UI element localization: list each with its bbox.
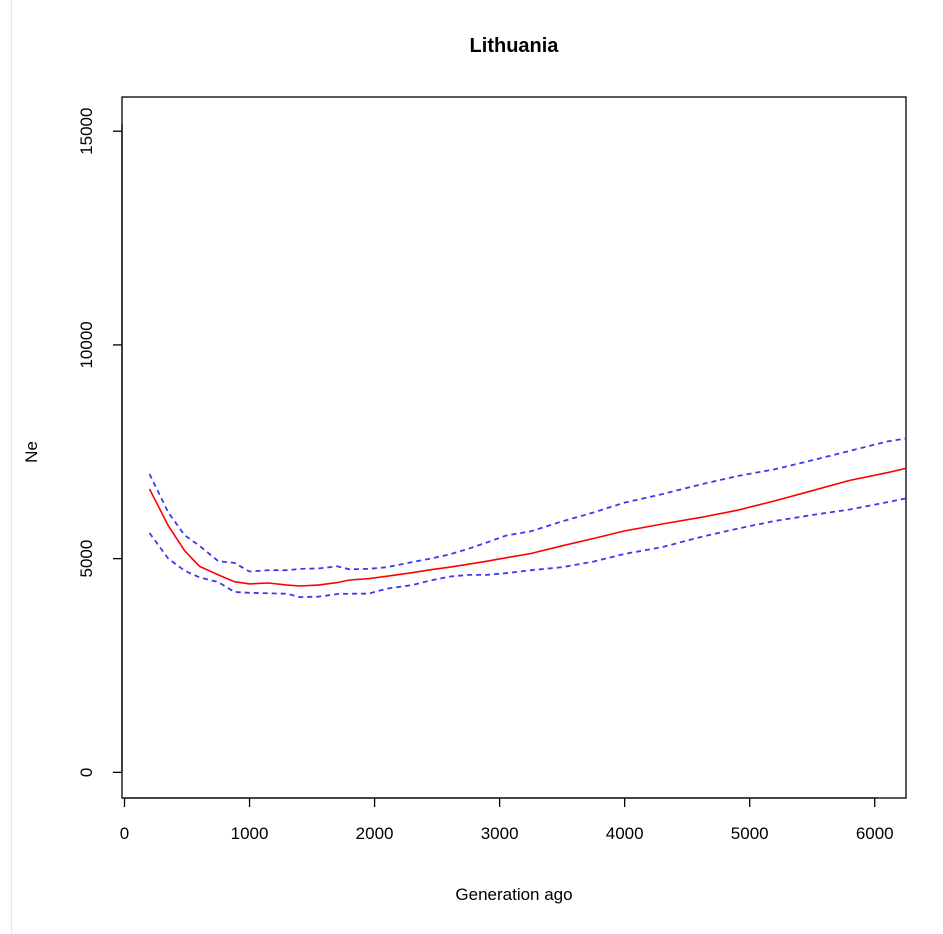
series-line-upper: [148, 437, 907, 573]
y-tick-label: 5000: [77, 540, 96, 578]
series-layer: [148, 437, 907, 599]
series-line-lower: [148, 497, 907, 599]
y-tick-label: 10000: [77, 321, 96, 368]
x-tick-label: 1000: [231, 824, 269, 843]
x-axis-label: Generation ago: [455, 885, 572, 904]
series-line-estimate: [148, 467, 907, 587]
x-tick-label: 2000: [356, 824, 394, 843]
x-tick-label: 6000: [856, 824, 894, 843]
ticks-layer: 0 1000 2000 3000 4000 5000 6000 0 5000 10000 15000: [77, 108, 894, 843]
chart-title: Lithuania: [470, 35, 560, 57]
plot-frame: [121, 96, 907, 799]
y-tick-label: 15000: [77, 108, 96, 155]
x-tick-label: 4000: [606, 824, 644, 843]
y-tick-label: 0: [77, 768, 96, 777]
x-tick-label: 3000: [481, 824, 519, 843]
x-tick-label: 0: [120, 824, 129, 843]
page-left-border: [11, 0, 12, 934]
x-tick-label: 5000: [731, 824, 769, 843]
y-axis-label: Ne: [22, 441, 41, 463]
